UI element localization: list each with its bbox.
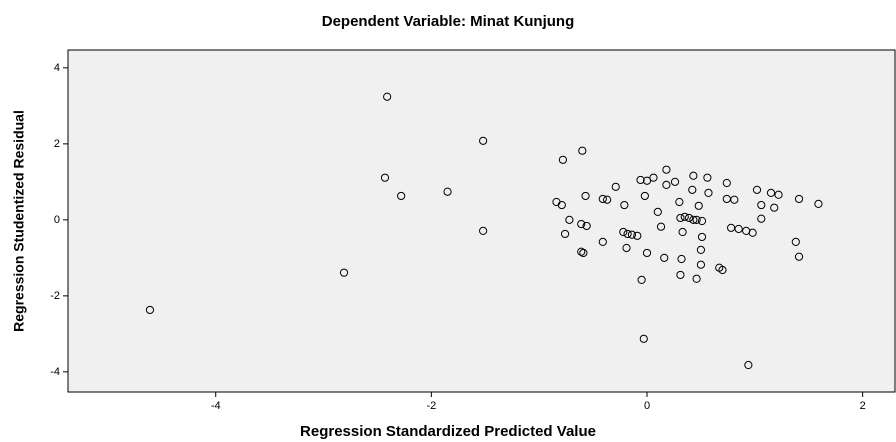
- point: [694, 201, 703, 210]
- point: [676, 213, 685, 223]
- point: [794, 252, 804, 261]
- point: [791, 237, 800, 246]
- point: [677, 254, 686, 264]
- point: [383, 92, 392, 101]
- point: [662, 165, 671, 174]
- point: [734, 224, 743, 234]
- point: [443, 187, 452, 196]
- point: [730, 195, 739, 204]
- point: [579, 248, 588, 258]
- point: [623, 229, 632, 239]
- point: [656, 222, 666, 231]
- point: [774, 190, 783, 199]
- point: [619, 227, 628, 237]
- point: [380, 173, 390, 182]
- point: [727, 223, 736, 232]
- point: [676, 270, 685, 280]
- point: [582, 221, 591, 231]
- point: [560, 229, 570, 239]
- point: [757, 214, 766, 223]
- y-axis-label: Regression Studentized Residual: [11, 110, 27, 332]
- point: [397, 191, 406, 201]
- point: [339, 268, 349, 277]
- point: [680, 212, 689, 221]
- point: [558, 155, 568, 164]
- point: [697, 232, 707, 242]
- point: [633, 231, 642, 240]
- point: [722, 178, 731, 188]
- point: [678, 227, 687, 237]
- point: [794, 194, 804, 204]
- point: [692, 215, 701, 224]
- point: [642, 248, 652, 258]
- point: [581, 191, 590, 201]
- point: [479, 136, 488, 145]
- point: [684, 213, 694, 223]
- x-tick-label: 0: [644, 400, 650, 412]
- point: [718, 265, 727, 275]
- point: [640, 191, 649, 201]
- point: [479, 226, 488, 235]
- point: [662, 180, 671, 189]
- point: [577, 219, 586, 229]
- y-tick-label: 0: [54, 214, 60, 226]
- x-axis-label: Regression Standardized Predicted Value: [300, 423, 596, 440]
- point: [670, 177, 680, 186]
- chart-title: Dependent Variable: Minat Kunjung: [322, 13, 575, 30]
- y-tick-label: 4: [54, 62, 60, 74]
- point: [689, 215, 698, 224]
- point: [704, 188, 713, 197]
- point: [660, 253, 669, 262]
- point: [577, 247, 586, 256]
- point: [637, 275, 646, 284]
- point: [636, 175, 645, 185]
- point: [697, 216, 707, 226]
- point: [689, 171, 698, 180]
- y-tick-label: -2: [50, 290, 60, 302]
- point: [598, 237, 607, 246]
- point: [814, 199, 823, 208]
- x-tick-label: -2: [426, 400, 436, 412]
- point: [757, 200, 766, 210]
- point: [744, 360, 753, 370]
- point: [748, 228, 757, 237]
- point: [696, 245, 706, 254]
- y-tick-label: -4: [50, 366, 60, 378]
- point: [692, 274, 701, 283]
- point: [557, 200, 566, 210]
- x-tick-label: -4: [211, 400, 221, 412]
- point: [770, 203, 779, 212]
- point: [627, 230, 637, 239]
- x-tick-label: 2: [860, 400, 866, 412]
- point: [675, 197, 684, 207]
- point: [603, 195, 612, 204]
- y-tick-label: 2: [54, 138, 60, 150]
- point: [752, 185, 762, 194]
- point: [611, 182, 620, 191]
- point: [639, 334, 648, 343]
- point: [642, 176, 652, 185]
- point: [598, 194, 607, 204]
- point: [653, 207, 662, 216]
- point: [649, 173, 658, 182]
- point: [622, 243, 631, 253]
- point: [620, 200, 629, 210]
- point: [696, 260, 706, 269]
- point: [766, 188, 776, 197]
- point: [688, 185, 697, 194]
- point: [578, 146, 587, 155]
- plot-area: [67, 49, 896, 393]
- point: [565, 215, 574, 224]
- point: [703, 173, 712, 182]
- point: [145, 305, 155, 315]
